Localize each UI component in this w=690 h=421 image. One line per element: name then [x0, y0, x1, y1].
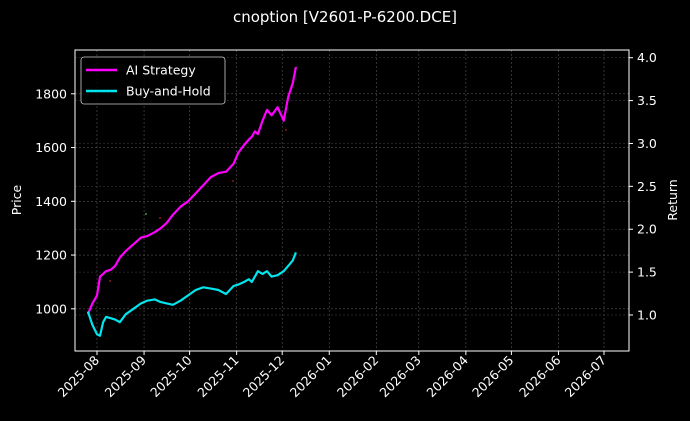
x-tick-label: 2026-03 [376, 353, 424, 401]
x-tick-label: 2026-05 [469, 353, 517, 401]
trade-marker [159, 217, 161, 219]
y-tick-label: 1600 [35, 140, 67, 155]
x-tick-label: 2025-12 [240, 353, 288, 401]
axes-frame [74, 49, 630, 352]
x-tick-label: 2025-08 [55, 352, 103, 400]
x-tick-label: 2026-04 [423, 352, 471, 400]
y-right-tick-label: 3.0 [637, 136, 657, 151]
y-tick-label: 1800 [35, 86, 67, 101]
x-tick-label: 2026-01 [287, 353, 335, 401]
y-axis-label: Price [9, 184, 24, 215]
y-tick-label: 1400 [35, 194, 67, 209]
x-tick-label: 2025-10 [147, 352, 195, 400]
y-right-tick-label: 1.5 [637, 265, 657, 280]
legend-label: Buy-and-Hold [126, 84, 211, 99]
x-tick-label: 2025-11 [194, 353, 242, 401]
y-axis-right-label: Return [665, 179, 680, 220]
chart-title: cnoption [V2601-P-6200.DCE] [232, 8, 458, 26]
x-tick-label: 2026-06 [516, 352, 564, 400]
y-tick-label: 1000 [35, 301, 67, 316]
legend: AI Strategy Buy-and-Hold [80, 56, 226, 105]
trade-marker [145, 213, 147, 215]
trade-marker [285, 129, 287, 131]
y-right-tick-label: 3.5 [637, 93, 657, 108]
y-right-tick-label: 4.0 [637, 50, 657, 65]
x-tick-label: 2025-09 [102, 352, 150, 400]
series-line-buy-and-hold [86, 252, 297, 337]
y-tick-label: 1200 [35, 248, 67, 263]
y-axis-right: 1.0 1.5 2.0 2.5 3.0 3.5 4.0 [75, 50, 657, 322]
trade-marker [109, 280, 111, 282]
series-line-ai-strategy [86, 66, 297, 315]
y-axis-left: 1000 1200 1400 1600 1800 [35, 86, 629, 316]
legend-label: AI Strategy [126, 63, 196, 78]
trade-marker [232, 180, 234, 182]
y-right-tick-label: 2.5 [637, 179, 657, 194]
y-right-tick-label: 1.0 [637, 307, 657, 322]
x-tick-label: 2026-02 [334, 353, 382, 401]
y-right-tick-label: 2.0 [637, 222, 657, 237]
x-tick-label: 2026-07 [562, 353, 610, 401]
